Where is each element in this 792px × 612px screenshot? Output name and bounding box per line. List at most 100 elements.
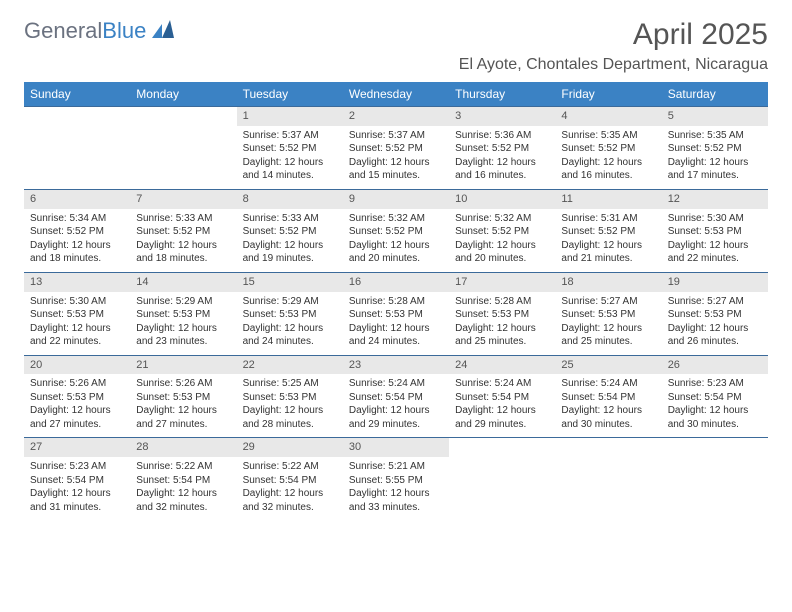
- day-cell: 4Sunrise: 5:35 AMSunset: 5:52 PMDaylight…: [555, 107, 661, 189]
- daylight-text: Daylight: 12 hours and 16 minutes.: [455, 156, 549, 183]
- day-body: Sunrise: 5:24 AMSunset: 5:54 PMDaylight:…: [555, 374, 661, 437]
- day-number: 20: [24, 356, 130, 375]
- day-body: Sunrise: 5:34 AMSunset: 5:52 PMDaylight:…: [24, 209, 130, 272]
- daylight-text: Daylight: 12 hours and 15 minutes.: [349, 156, 443, 183]
- day-cell: 27 Sunrise: 5:23 AMSunset: 5:54 PMDayligh…: [24, 438, 130, 520]
- sunrise-text: Sunrise: 5:27 AM: [561, 295, 655, 309]
- weeks-container: 1Sunrise: 5:37 AMSunset: 5:52 PMDaylight…: [24, 106, 768, 520]
- day-number: 3: [449, 107, 555, 126]
- sunrise-text: Sunrise: 5:28 AM: [455, 295, 549, 309]
- sunrise-text: Sunrise: 5:37 AM: [349, 129, 443, 143]
- daylight-text: Daylight: 12 hours and 23 minutes.: [136, 322, 230, 349]
- daylight-text: Daylight: 12 hours and 31 minutes.: [30, 487, 124, 514]
- day-cell: 1Sunrise: 5:37 AMSunset: 5:52 PMDaylight…: [237, 107, 343, 189]
- sunset-text: Sunset: 5:53 PM: [243, 308, 337, 322]
- day-cell: 19Sunrise: 5:27 AMSunset: 5:53 PMDayligh…: [662, 273, 768, 355]
- day-header: Friday: [555, 82, 661, 106]
- day-cell: 26Sunrise: 5:23 AMSunset: 5:54 PMDayligh…: [662, 356, 768, 438]
- daylight-text: Daylight: 12 hours and 27 minutes.: [136, 404, 230, 431]
- day-cell: 25Sunrise: 5:24 AMSunset: 5:54 PMDayligh…: [555, 356, 661, 438]
- sunrise-text: Sunrise: 5:32 AM: [349, 212, 443, 226]
- daylight-text: Daylight: 12 hours and 24 minutes.: [349, 322, 443, 349]
- day-cell: 18Sunrise: 5:27 AMSunset: 5:53 PMDayligh…: [555, 273, 661, 355]
- daylight-text: Daylight: 12 hours and 20 minutes.: [455, 239, 549, 266]
- sunset-text: Sunset: 5:54 PM: [455, 391, 549, 405]
- sunset-text: Sunset: 5:53 PM: [243, 391, 337, 405]
- sunset-text: Sunset: 5:54 PM: [561, 391, 655, 405]
- sunrise-text: Sunrise: 5:30 AM: [30, 295, 124, 309]
- daylight-text: Daylight: 12 hours and 25 minutes.: [455, 322, 549, 349]
- sunset-text: Sunset: 5:54 PM: [30, 474, 124, 488]
- daylight-text: Daylight: 12 hours and 29 minutes.: [455, 404, 549, 431]
- sunrise-text: Sunrise: 5:27 AM: [668, 295, 762, 309]
- sunrise-text: Sunrise: 5:33 AM: [243, 212, 337, 226]
- day-number: 14: [130, 273, 236, 292]
- sunrise-text: Sunrise: 5:26 AM: [30, 377, 124, 391]
- daylight-text: Daylight: 12 hours and 30 minutes.: [668, 404, 762, 431]
- day-body: Sunrise: 5:32 AMSunset: 5:52 PMDaylight:…: [449, 209, 555, 272]
- title-block: April 2025 El Ayote, Chontales Departmen…: [459, 18, 768, 74]
- day-body: Sunrise: 5:28 AMSunset: 5:53 PMDaylight:…: [343, 292, 449, 355]
- empty-cell: [555, 438, 661, 520]
- sunset-text: Sunset: 5:53 PM: [30, 391, 124, 405]
- day-cell: 8Sunrise: 5:33 AMSunset: 5:52 PMDaylight…: [237, 190, 343, 272]
- day-body: Sunrise: 5:31 AMSunset: 5:52 PMDaylight:…: [555, 209, 661, 272]
- day-number: 22: [237, 356, 343, 375]
- day-cell: 20Sunrise: 5:26 AMSunset: 5:53 PMDayligh…: [24, 356, 130, 438]
- day-number: 9: [343, 190, 449, 209]
- day-number: 7: [130, 190, 236, 209]
- day-header: Saturday: [662, 82, 768, 106]
- day-body: Sunrise: 5:32 AMSunset: 5:52 PMDaylight:…: [343, 209, 449, 272]
- sunset-text: Sunset: 5:53 PM: [136, 391, 230, 405]
- sunset-text: Sunset: 5:52 PM: [30, 225, 124, 239]
- day-body: Sunrise: 5:22 AMSunset: 5:54 PMDaylight:…: [130, 457, 236, 520]
- sunset-text: Sunset: 5:55 PM: [349, 474, 443, 488]
- sunrise-text: Sunrise: 5:25 AM: [243, 377, 337, 391]
- day-cell: 30Sunrise: 5:21 AMSunset: 5:55 PMDayligh…: [343, 438, 449, 520]
- sunset-text: Sunset: 5:54 PM: [668, 391, 762, 405]
- sunrise-text: Sunrise: 5:22 AM: [243, 460, 337, 474]
- sunset-text: Sunset: 5:53 PM: [455, 308, 549, 322]
- daylight-text: Daylight: 12 hours and 19 minutes.: [243, 239, 337, 266]
- daylight-text: Daylight: 12 hours and 20 minutes.: [349, 239, 443, 266]
- sunrise-text: Sunrise: 5:29 AM: [243, 295, 337, 309]
- day-number: 12: [662, 190, 768, 209]
- daylight-text: Daylight: 12 hours and 22 minutes.: [30, 322, 124, 349]
- day-number: 5: [662, 107, 768, 126]
- sunset-text: Sunset: 5:52 PM: [668, 142, 762, 156]
- daylight-text: Daylight: 12 hours and 18 minutes.: [136, 239, 230, 266]
- day-number: 8: [237, 190, 343, 209]
- day-number: 16: [343, 273, 449, 292]
- day-body: Sunrise: 5:26 AMSunset: 5:53 PMDaylight:…: [130, 374, 236, 437]
- sunset-text: Sunset: 5:53 PM: [30, 308, 124, 322]
- sunset-text: Sunset: 5:52 PM: [455, 225, 549, 239]
- day-body: Sunrise: 5:22 AMSunset: 5:54 PMDaylight:…: [237, 457, 343, 520]
- week-row: 13Sunrise: 5:30 AMSunset: 5:53 PMDayligh…: [24, 272, 768, 355]
- wave-icon: [152, 20, 178, 43]
- day-number: 27: [24, 438, 130, 457]
- sunset-text: Sunset: 5:52 PM: [455, 142, 549, 156]
- sunrise-text: Sunrise: 5:23 AM: [30, 460, 124, 474]
- week-row: 6Sunrise: 5:34 AMSunset: 5:52 PMDaylight…: [24, 189, 768, 272]
- daylight-text: Daylight: 12 hours and 17 minutes.: [668, 156, 762, 183]
- day-body: Sunrise: 5:33 AMSunset: 5:52 PMDaylight:…: [237, 209, 343, 272]
- daylight-text: Daylight: 12 hours and 24 minutes.: [243, 322, 337, 349]
- day-header: Tuesday: [237, 82, 343, 106]
- day-number: 17: [449, 273, 555, 292]
- day-body: Sunrise: 5:25 AMSunset: 5:53 PMDaylight:…: [237, 374, 343, 437]
- sunrise-text: Sunrise: 5:24 AM: [561, 377, 655, 391]
- sunrise-text: Sunrise: 5:22 AM: [136, 460, 230, 474]
- day-body: Sunrise: 5:28 AMSunset: 5:53 PMDaylight:…: [449, 292, 555, 355]
- sunset-text: Sunset: 5:53 PM: [668, 225, 762, 239]
- day-body: Sunrise: 5:30 AMSunset: 5:53 PMDaylight:…: [24, 292, 130, 355]
- sunrise-text: Sunrise: 5:31 AM: [561, 212, 655, 226]
- day-body: Sunrise: 5:21 AMSunset: 5:55 PMDaylight:…: [343, 457, 449, 520]
- location-subtitle: El Ayote, Chontales Department, Nicaragu…: [459, 56, 768, 74]
- daylight-text: Daylight: 12 hours and 28 minutes.: [243, 404, 337, 431]
- sunset-text: Sunset: 5:53 PM: [349, 308, 443, 322]
- day-number: 18: [555, 273, 661, 292]
- day-body: Sunrise: 5:29 AMSunset: 5:53 PMDaylight:…: [237, 292, 343, 355]
- day-number: 2: [343, 107, 449, 126]
- sunrise-text: Sunrise: 5:35 AM: [561, 129, 655, 143]
- sunset-text: Sunset: 5:53 PM: [136, 308, 230, 322]
